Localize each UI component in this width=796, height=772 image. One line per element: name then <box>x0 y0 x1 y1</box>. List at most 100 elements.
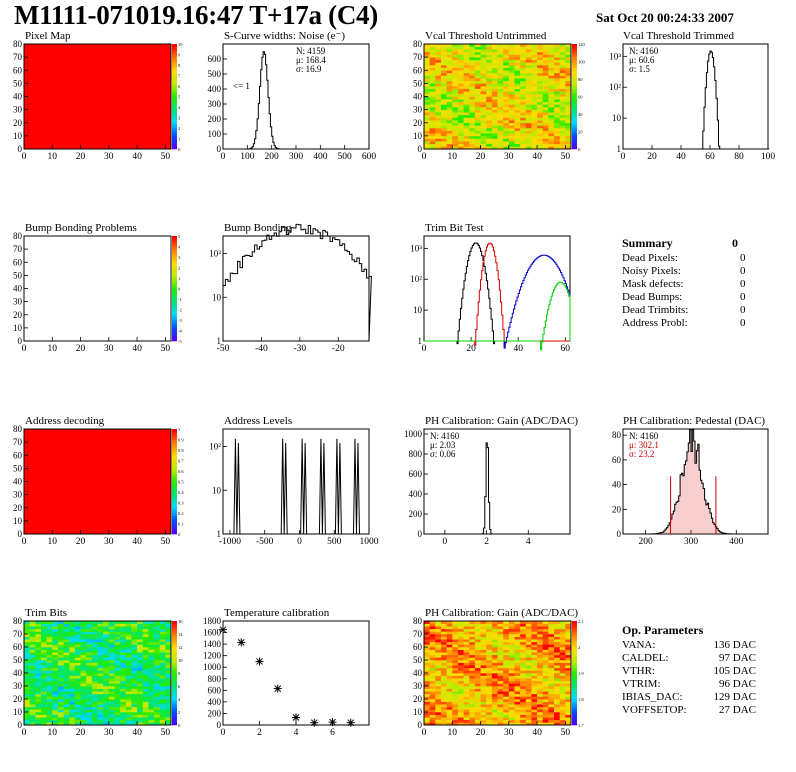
heatmap-cell <box>63 683 70 687</box>
heatmap-cell <box>440 691 447 695</box>
heatmap-cell <box>429 701 436 705</box>
heatmap-cell <box>69 626 76 630</box>
heatmap-cell <box>429 120 436 124</box>
heatmap-cell <box>469 665 476 669</box>
heatmap-cell <box>86 649 93 653</box>
heatmap-cell <box>469 639 476 643</box>
heatmap-cell <box>474 75 481 79</box>
colorbar-tick-label: 10 <box>178 42 183 47</box>
heatmap-cell <box>424 101 430 105</box>
heatmap-cell <box>542 714 549 718</box>
heatmap-cell <box>463 691 470 695</box>
heatmap-cell <box>46 688 53 692</box>
colorbar-segment <box>572 67 577 71</box>
heatmap-cell <box>531 683 538 687</box>
heatmap-cell <box>542 712 549 715</box>
y-tick-label: 400 <box>409 489 423 499</box>
heatmap-cell <box>440 138 447 142</box>
heatmap-cell <box>537 662 544 666</box>
heatmap-cell <box>125 636 132 640</box>
heatmap-cell <box>554 117 560 121</box>
heatmap-cell <box>97 696 104 700</box>
heatmap-cell <box>80 719 87 723</box>
heatmap-cell <box>40 631 47 635</box>
heatmap-cell <box>159 670 166 674</box>
heatmap-cell <box>508 626 515 630</box>
heatmap-cell <box>537 59 544 63</box>
heatmap-cell <box>457 639 464 643</box>
colorbar-tick-label: 0 <box>178 147 181 152</box>
colorbar-segment <box>172 57 177 61</box>
heatmap-cell <box>457 70 464 74</box>
heatmap-cell <box>159 634 166 637</box>
heatmap-cell <box>548 641 555 645</box>
heatmap-cell <box>503 62 510 66</box>
heatmap-cell <box>97 636 104 640</box>
heatmap-cell <box>148 683 155 687</box>
heatmap-cell <box>469 712 476 715</box>
heatmap-cell <box>125 719 132 723</box>
heatmap-cell <box>429 125 436 129</box>
heatmap-cell <box>114 706 121 710</box>
y-tick-label: 10 <box>13 131 23 141</box>
heatmap-cell <box>159 706 166 710</box>
heatmap-cell <box>503 649 510 653</box>
heatmap-cell <box>457 86 464 89</box>
heatmap-cell <box>565 125 572 129</box>
heatmap-cell <box>74 662 81 666</box>
heatmap-cell <box>542 696 549 700</box>
heatmap-cell <box>24 714 30 718</box>
heatmap-cell <box>463 65 470 68</box>
heatmap-cell <box>46 673 53 676</box>
heatmap-cell <box>63 709 70 713</box>
heatmap-cell <box>97 649 104 653</box>
heatmap-cell <box>440 88 447 92</box>
heatmap-cell <box>554 644 560 648</box>
heatmap-cell <box>525 133 532 137</box>
heatmap-cell <box>542 631 549 635</box>
heatmap-cell <box>440 107 447 110</box>
heatmap-cell <box>548 652 555 656</box>
heatmap-cell <box>491 665 498 669</box>
heatmap-cell <box>542 143 549 147</box>
heatmap-cell <box>46 654 53 658</box>
heatmap-cell <box>446 65 453 68</box>
heatmap-cell <box>429 667 436 671</box>
heatmap-cell <box>463 88 470 92</box>
y-tick-label: 40 <box>13 92 23 102</box>
heatmap-cell <box>469 128 476 131</box>
heatmap-cell <box>154 686 160 689</box>
heatmap-cell <box>446 654 453 658</box>
colorbar-segment <box>572 699 577 702</box>
heatmap-cell <box>480 683 487 687</box>
heatmap-cell <box>40 636 47 640</box>
heatmap-cell <box>525 99 532 103</box>
heatmap-cell <box>497 49 504 53</box>
heatmap-cell <box>554 135 560 139</box>
heatmap-cell <box>446 660 453 663</box>
heatmap-cell <box>424 65 430 68</box>
heatmap-cell <box>508 673 515 676</box>
heatmap-cell <box>137 634 144 637</box>
heatmap-cell <box>480 688 487 692</box>
heatmap-cell <box>457 636 464 640</box>
heatmap-cell <box>525 678 532 682</box>
colorbar-tick-label: 6 <box>178 684 181 689</box>
heatmap-cell <box>497 93 504 97</box>
colorbar-segment <box>172 518 177 522</box>
heatmap-cell <box>497 678 504 682</box>
heatmap-cell <box>97 719 104 723</box>
heatmap-cell <box>63 667 70 671</box>
heatmap-cell <box>514 693 521 697</box>
colorbar-segment <box>172 654 177 658</box>
heatmap-cell <box>74 636 81 640</box>
heatmap-cell <box>542 662 549 666</box>
heatmap-cell <box>69 683 76 687</box>
heatmap-cell <box>474 644 481 648</box>
heatmap-cell <box>469 693 476 697</box>
heatmap-cell <box>508 706 515 710</box>
heatmap-cell <box>69 717 76 721</box>
heatmap-cell <box>165 660 172 663</box>
heatmap-cell <box>148 634 155 637</box>
heatmap-cell <box>463 699 470 702</box>
